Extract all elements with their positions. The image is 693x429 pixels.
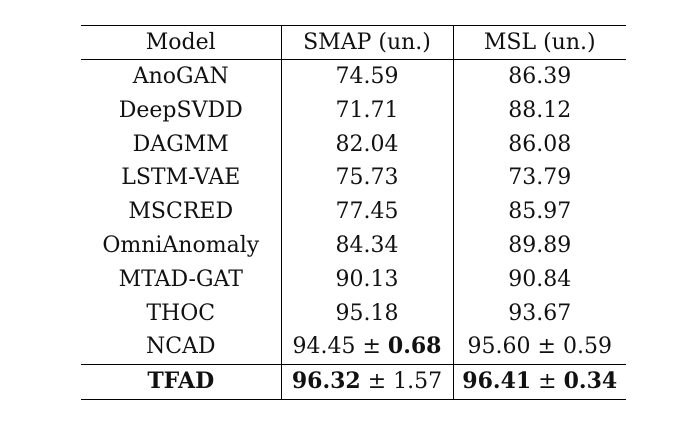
smap-mean: 94.45 — [292, 334, 356, 360]
msl-std: 0.34 — [563, 368, 618, 395]
header-msl: MSL (un.) — [452, 25, 626, 60]
msl-cell: 93.67 — [452, 296, 626, 331]
table-row: AnoGAN 74.59 86.39 — [81, 59, 626, 94]
model-name-cell: DeepSVDD — [118, 97, 243, 123]
model-name-cell: MSCRED — [128, 199, 234, 225]
model-name-cell: TFAD — [147, 368, 215, 395]
smap-cell: 77.45 — [280, 195, 453, 229]
table-row: MSCRED 77.45 85.97 — [81, 195, 626, 229]
table-row: DAGMM 82.04 86.08 — [81, 127, 626, 162]
smap-cell: 96.32 ± 1.57 — [280, 364, 453, 400]
header-smap: SMAP (un.) — [280, 25, 453, 60]
plus-minus: ± — [360, 369, 394, 395]
msl-std: 0.59 — [562, 334, 612, 360]
smap-cell: 95.18 — [280, 296, 453, 331]
smap-cell: 82.04 — [280, 127, 453, 162]
table-row: LSTM-VAE 75.73 73.79 — [81, 161, 626, 196]
table-row-tfad: TFAD 96.32 ± 1.57 96.41 ± 0.34 — [81, 364, 626, 400]
table-row: OmniAnomaly 84.34 89.89 — [81, 228, 626, 263]
model-name-cell: THOC — [146, 300, 216, 326]
smap-cell: 75.73 — [280, 161, 453, 196]
smap-cell: 90.13 — [280, 262, 453, 297]
msl-cell: 73.79 — [452, 161, 626, 196]
table-row: MTAD-GAT 90.13 90.84 — [81, 262, 626, 297]
plus-minus: ± — [531, 369, 564, 395]
plus-minus: ± — [530, 334, 563, 360]
msl-cell: 86.08 — [452, 127, 626, 162]
header-model: Model — [145, 30, 216, 55]
msl-mean: 96.41 — [462, 368, 532, 395]
smap-mean: 96.32 — [291, 368, 361, 395]
msl-cell: 85.97 — [452, 195, 626, 229]
msl-mean: 95.60 — [467, 334, 531, 360]
smap-cell: 74.59 — [280, 59, 453, 94]
msl-cell: 95.60 ± 0.59 — [452, 330, 626, 365]
msl-cell: 89.89 — [452, 228, 626, 263]
results-table-container: Model SMAP (un.) MSL (un.) AnoGAN 74.59 … — [81, 25, 626, 400]
model-name-cell: LSTM-VAE — [121, 165, 241, 191]
smap-cell: 84.34 — [280, 228, 453, 263]
plus-minus: ± — [355, 334, 388, 360]
model-name-cell: AnoGAN — [132, 64, 229, 89]
model-name-cell: MTAD-GAT — [118, 266, 243, 292]
table-row-ncad: NCAD 94.45 ± 0.68 95.60 ± 0.59 — [81, 330, 626, 365]
table-header-row: Model SMAP (un.) MSL (un.) — [81, 25, 626, 60]
msl-cell: 96.41 ± 0.34 — [452, 364, 626, 400]
model-name-cell: DAGMM — [132, 131, 229, 157]
smap-std: 1.57 — [393, 369, 443, 395]
smap-cell: 71.71 — [280, 93, 453, 128]
msl-cell: 88.12 — [452, 93, 626, 128]
smap-std: 0.68 — [387, 333, 442, 360]
model-name-cell: OmniAnomaly — [102, 232, 260, 258]
smap-cell: 94.45 ± 0.68 — [280, 330, 453, 365]
table-row: DeepSVDD 71.71 88.12 — [81, 93, 626, 128]
results-table: Model SMAP (un.) MSL (un.) AnoGAN 74.59 … — [81, 25, 626, 400]
msl-cell: 86.39 — [452, 59, 626, 94]
table-row: THOC 95.18 93.67 — [81, 296, 626, 331]
model-name-cell: NCAD — [145, 334, 216, 360]
msl-cell: 90.84 — [452, 262, 626, 297]
